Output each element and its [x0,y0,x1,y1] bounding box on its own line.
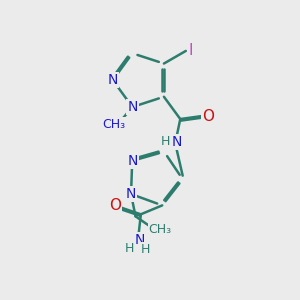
Text: H: H [125,242,134,255]
Text: H: H [161,135,170,148]
Text: O: O [202,109,214,124]
Text: CH₃: CH₃ [148,223,172,236]
Text: N: N [126,187,136,201]
Text: I: I [189,43,194,58]
Text: N: N [135,233,145,247]
Text: N: N [127,100,137,114]
Text: CH₃: CH₃ [102,118,125,130]
Text: N: N [128,154,138,168]
Text: O: O [109,198,121,213]
Text: H: H [141,243,151,256]
Text: N: N [172,135,182,149]
Text: N: N [108,73,118,87]
